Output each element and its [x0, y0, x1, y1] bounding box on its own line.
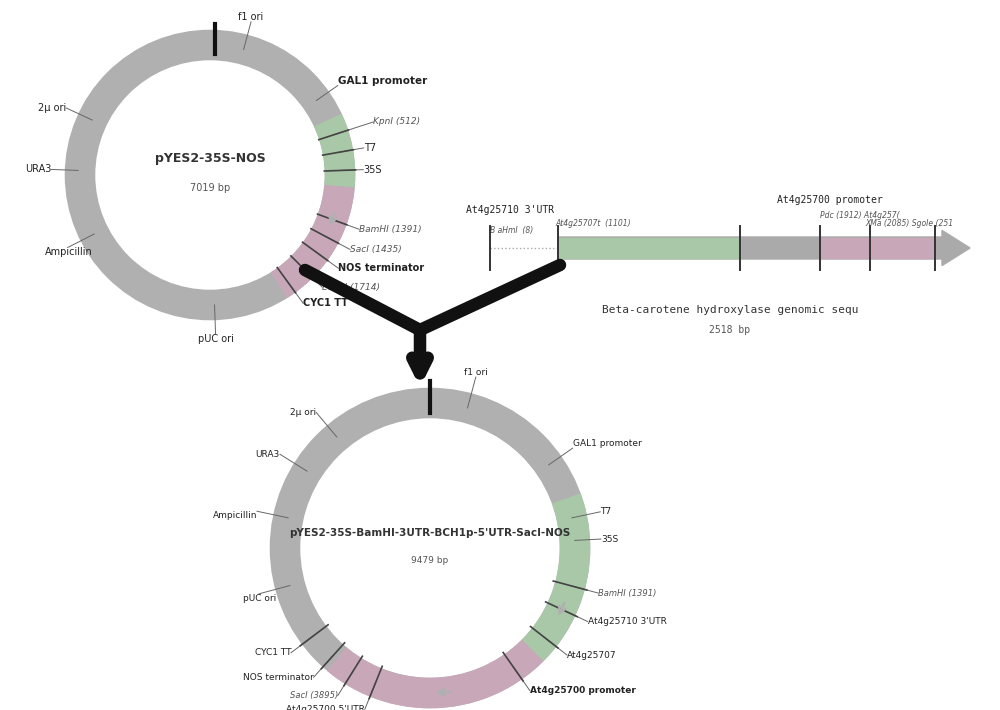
Text: T7: T7 — [364, 143, 376, 153]
Text: CYC1 TT: CYC1 TT — [303, 298, 348, 308]
Text: At4g25707: At4g25707 — [567, 650, 617, 660]
Text: At4g25710 3'UTR: At4g25710 3'UTR — [588, 617, 667, 626]
Text: Ampicillin: Ampicillin — [45, 247, 93, 257]
Text: 35S: 35S — [601, 535, 618, 544]
Text: Ampicillin: Ampicillin — [212, 511, 257, 520]
Text: URA3: URA3 — [25, 165, 51, 175]
Text: Pdc (1912) At4g257(: Pdc (1912) At4g257( — [820, 211, 900, 220]
Text: 35S: 35S — [363, 165, 382, 175]
Text: At4g25707t  (1101): At4g25707t (1101) — [555, 219, 631, 228]
Text: 9479 bp: 9479 bp — [411, 556, 449, 565]
Text: SacI (1435): SacI (1435) — [350, 245, 402, 254]
Text: CYC1 TT: CYC1 TT — [255, 648, 291, 657]
Text: At4g25700 5'UTR: At4g25700 5'UTR — [286, 705, 365, 710]
Text: f1 ori: f1 ori — [238, 12, 264, 22]
Text: pYES2-35S-BamHI-3UTR-BCH1p-5'UTR-SacI-NOS: pYES2-35S-BamHI-3UTR-BCH1p-5'UTR-SacI-NO… — [289, 528, 571, 538]
Text: NOS terminator: NOS terminator — [243, 673, 314, 682]
FancyArrow shape — [558, 231, 970, 266]
Text: 2μ ori: 2μ ori — [290, 408, 316, 417]
Text: GAL1 promoter: GAL1 promoter — [338, 75, 427, 85]
Text: T7: T7 — [600, 508, 611, 516]
Text: At4g25710 3'UTR: At4g25710 3'UTR — [466, 205, 554, 215]
FancyArrow shape — [820, 239, 935, 258]
Text: B aHmI  (8): B aHmI (8) — [490, 226, 533, 235]
Text: At4g25700 promoter: At4g25700 promoter — [530, 686, 636, 695]
Text: GAL1 promoter: GAL1 promoter — [573, 439, 641, 448]
Text: Beta-carotene hydroxylase genomic sequ: Beta-carotene hydroxylase genomic sequ — [602, 305, 858, 315]
Text: EcoRI (1714): EcoRI (1714) — [322, 283, 380, 292]
Text: f1 ori: f1 ori — [464, 368, 488, 377]
Text: 2μ ori: 2μ ori — [38, 103, 66, 113]
Text: BamHI (1391): BamHI (1391) — [598, 589, 656, 598]
Text: pUC ori: pUC ori — [198, 334, 233, 344]
Text: SacI (3895): SacI (3895) — [290, 691, 338, 700]
Text: XMa (2085) SgoIe (251: XMa (2085) SgoIe (251 — [865, 219, 953, 228]
Text: pUC ori: pUC ori — [243, 594, 276, 603]
Text: 7019 bp: 7019 bp — [190, 183, 230, 193]
Text: NOS terminator: NOS terminator — [338, 263, 424, 273]
Text: BamHI (1391): BamHI (1391) — [359, 225, 422, 234]
Text: 2518 bp: 2518 bp — [709, 325, 751, 335]
Text: At4g25700 promoter: At4g25700 promoter — [777, 195, 883, 205]
Text: URA3: URA3 — [256, 449, 280, 459]
Text: KpnI (512): KpnI (512) — [373, 117, 420, 126]
FancyArrow shape — [558, 239, 740, 258]
Text: pYES2-35S-NOS: pYES2-35S-NOS — [155, 152, 265, 165]
